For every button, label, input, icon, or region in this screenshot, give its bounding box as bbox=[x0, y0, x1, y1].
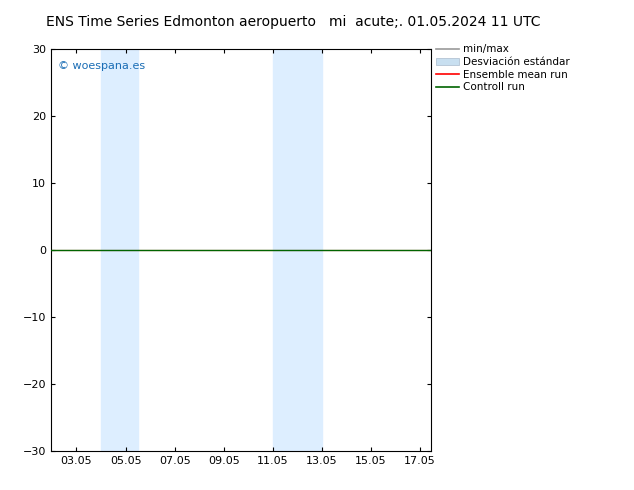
Text: mi  acute;. 01.05.2024 11 UTC: mi acute;. 01.05.2024 11 UTC bbox=[328, 15, 540, 29]
Text: ENS Time Series Edmonton aeropuerto: ENS Time Series Edmonton aeropuerto bbox=[46, 15, 316, 29]
Bar bbox=[101, 49, 138, 451]
Text: © woespana.es: © woespana.es bbox=[58, 61, 145, 71]
Legend: min/max, Desviación estándar, Ensemble mean run, Controll run: min/max, Desviación estándar, Ensemble m… bbox=[436, 45, 570, 92]
Bar bbox=[273, 49, 322, 451]
